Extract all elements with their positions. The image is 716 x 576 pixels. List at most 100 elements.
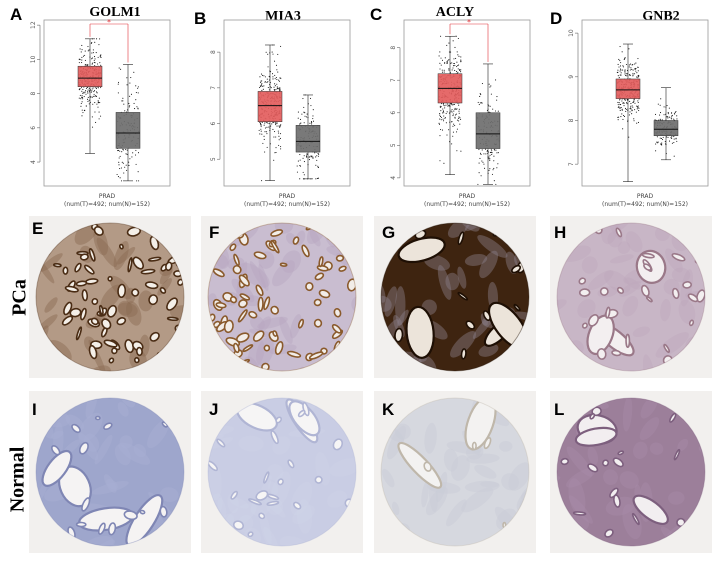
data-point	[260, 84, 263, 86]
data-point	[81, 95, 83, 97]
data-point	[442, 104, 445, 106]
data-point	[274, 90, 276, 92]
data-point	[302, 171, 304, 173]
data-point	[261, 133, 263, 135]
data-point	[454, 69, 456, 71]
panel-letter: K	[382, 400, 395, 419]
data-point	[135, 99, 137, 101]
data-point	[623, 115, 626, 118]
data-point	[130, 76, 132, 79]
data-point	[453, 123, 455, 125]
data-point	[438, 122, 440, 124]
data-point	[312, 109, 314, 111]
data-point	[126, 153, 128, 155]
data-point	[659, 118, 661, 120]
data-point	[492, 108, 494, 110]
gland-lumen	[63, 301, 73, 316]
data-point	[456, 51, 458, 53]
gland-lumen	[275, 416, 282, 424]
data-point	[439, 106, 441, 108]
data-point	[130, 93, 133, 95]
data-point	[455, 57, 457, 60]
data-point	[628, 136, 630, 138]
data-point	[451, 143, 453, 145]
data-point	[85, 90, 87, 92]
gland-lumen	[581, 322, 588, 329]
stroma-patch	[501, 473, 520, 491]
data-point	[261, 83, 263, 85]
gland-lumen	[229, 296, 238, 304]
data-point	[497, 163, 499, 165]
data-point	[655, 143, 657, 145]
data-point	[661, 142, 663, 144]
stroma-patch	[257, 316, 288, 329]
data-point	[481, 83, 483, 85]
box-iqr	[295, 125, 321, 153]
data-point	[274, 78, 276, 80]
x-category-label: PRAD	[637, 193, 654, 200]
data-point	[630, 107, 632, 109]
data-point	[453, 103, 456, 106]
data-point	[451, 104, 453, 106]
gland-lumen	[645, 296, 653, 303]
stroma-patch	[272, 260, 295, 287]
data-point	[86, 91, 89, 93]
stroma-patch	[480, 481, 500, 488]
data-point	[623, 58, 625, 61]
data-point	[636, 72, 638, 74]
data-point	[438, 55, 440, 57]
data-point	[276, 69, 278, 71]
gland-lumen	[232, 264, 242, 275]
data-point	[315, 178, 317, 180]
data-point	[274, 85, 276, 87]
data-point	[280, 146, 282, 148]
panel-letter: C	[370, 5, 383, 24]
gland-lumen	[694, 254, 705, 264]
gland-lumen	[172, 224, 184, 233]
ihc-image-pca-golm1: E	[29, 216, 191, 378]
data-point	[621, 100, 623, 102]
gland-lumen	[116, 317, 127, 326]
stroma-patch	[159, 487, 179, 503]
row-label-normal: Normal	[6, 446, 29, 513]
stroma-patch	[625, 231, 643, 253]
y-tick-label: 10	[30, 55, 37, 63]
data-point	[439, 114, 441, 116]
data-point	[456, 108, 458, 110]
significance-star: *	[467, 18, 471, 27]
data-point	[123, 103, 125, 105]
data-point	[457, 54, 459, 56]
stroma-patch	[610, 254, 634, 264]
data-point	[95, 95, 98, 97]
data-point	[670, 137, 672, 139]
stroma-patch	[279, 316, 293, 344]
data-point	[94, 111, 96, 113]
data-point	[118, 157, 120, 159]
gland-lumen	[74, 262, 82, 273]
stroma-patch	[478, 343, 499, 357]
core-edge	[207, 222, 357, 372]
data-point	[259, 85, 261, 87]
data-point	[260, 128, 262, 130]
data-point	[133, 102, 135, 105]
data-point	[457, 65, 459, 67]
data-point	[628, 64, 630, 66]
stroma-patch	[450, 455, 470, 481]
gland-lumen	[52, 262, 62, 268]
data-point	[448, 112, 450, 114]
data-point	[489, 154, 491, 156]
data-point	[302, 97, 304, 100]
gland-lumen	[332, 438, 344, 451]
tissue-core-image	[380, 397, 530, 547]
gland-lumen	[641, 284, 650, 297]
data-point	[268, 126, 270, 128]
stroma-patch	[665, 248, 683, 273]
gland-lumen	[216, 438, 226, 448]
data-point	[458, 55, 460, 57]
stroma-patch	[245, 391, 261, 392]
data-point	[138, 180, 140, 182]
stroma-patch	[281, 250, 302, 273]
stroma-patch	[568, 478, 586, 516]
data-point	[660, 137, 662, 140]
data-point	[91, 52, 93, 54]
